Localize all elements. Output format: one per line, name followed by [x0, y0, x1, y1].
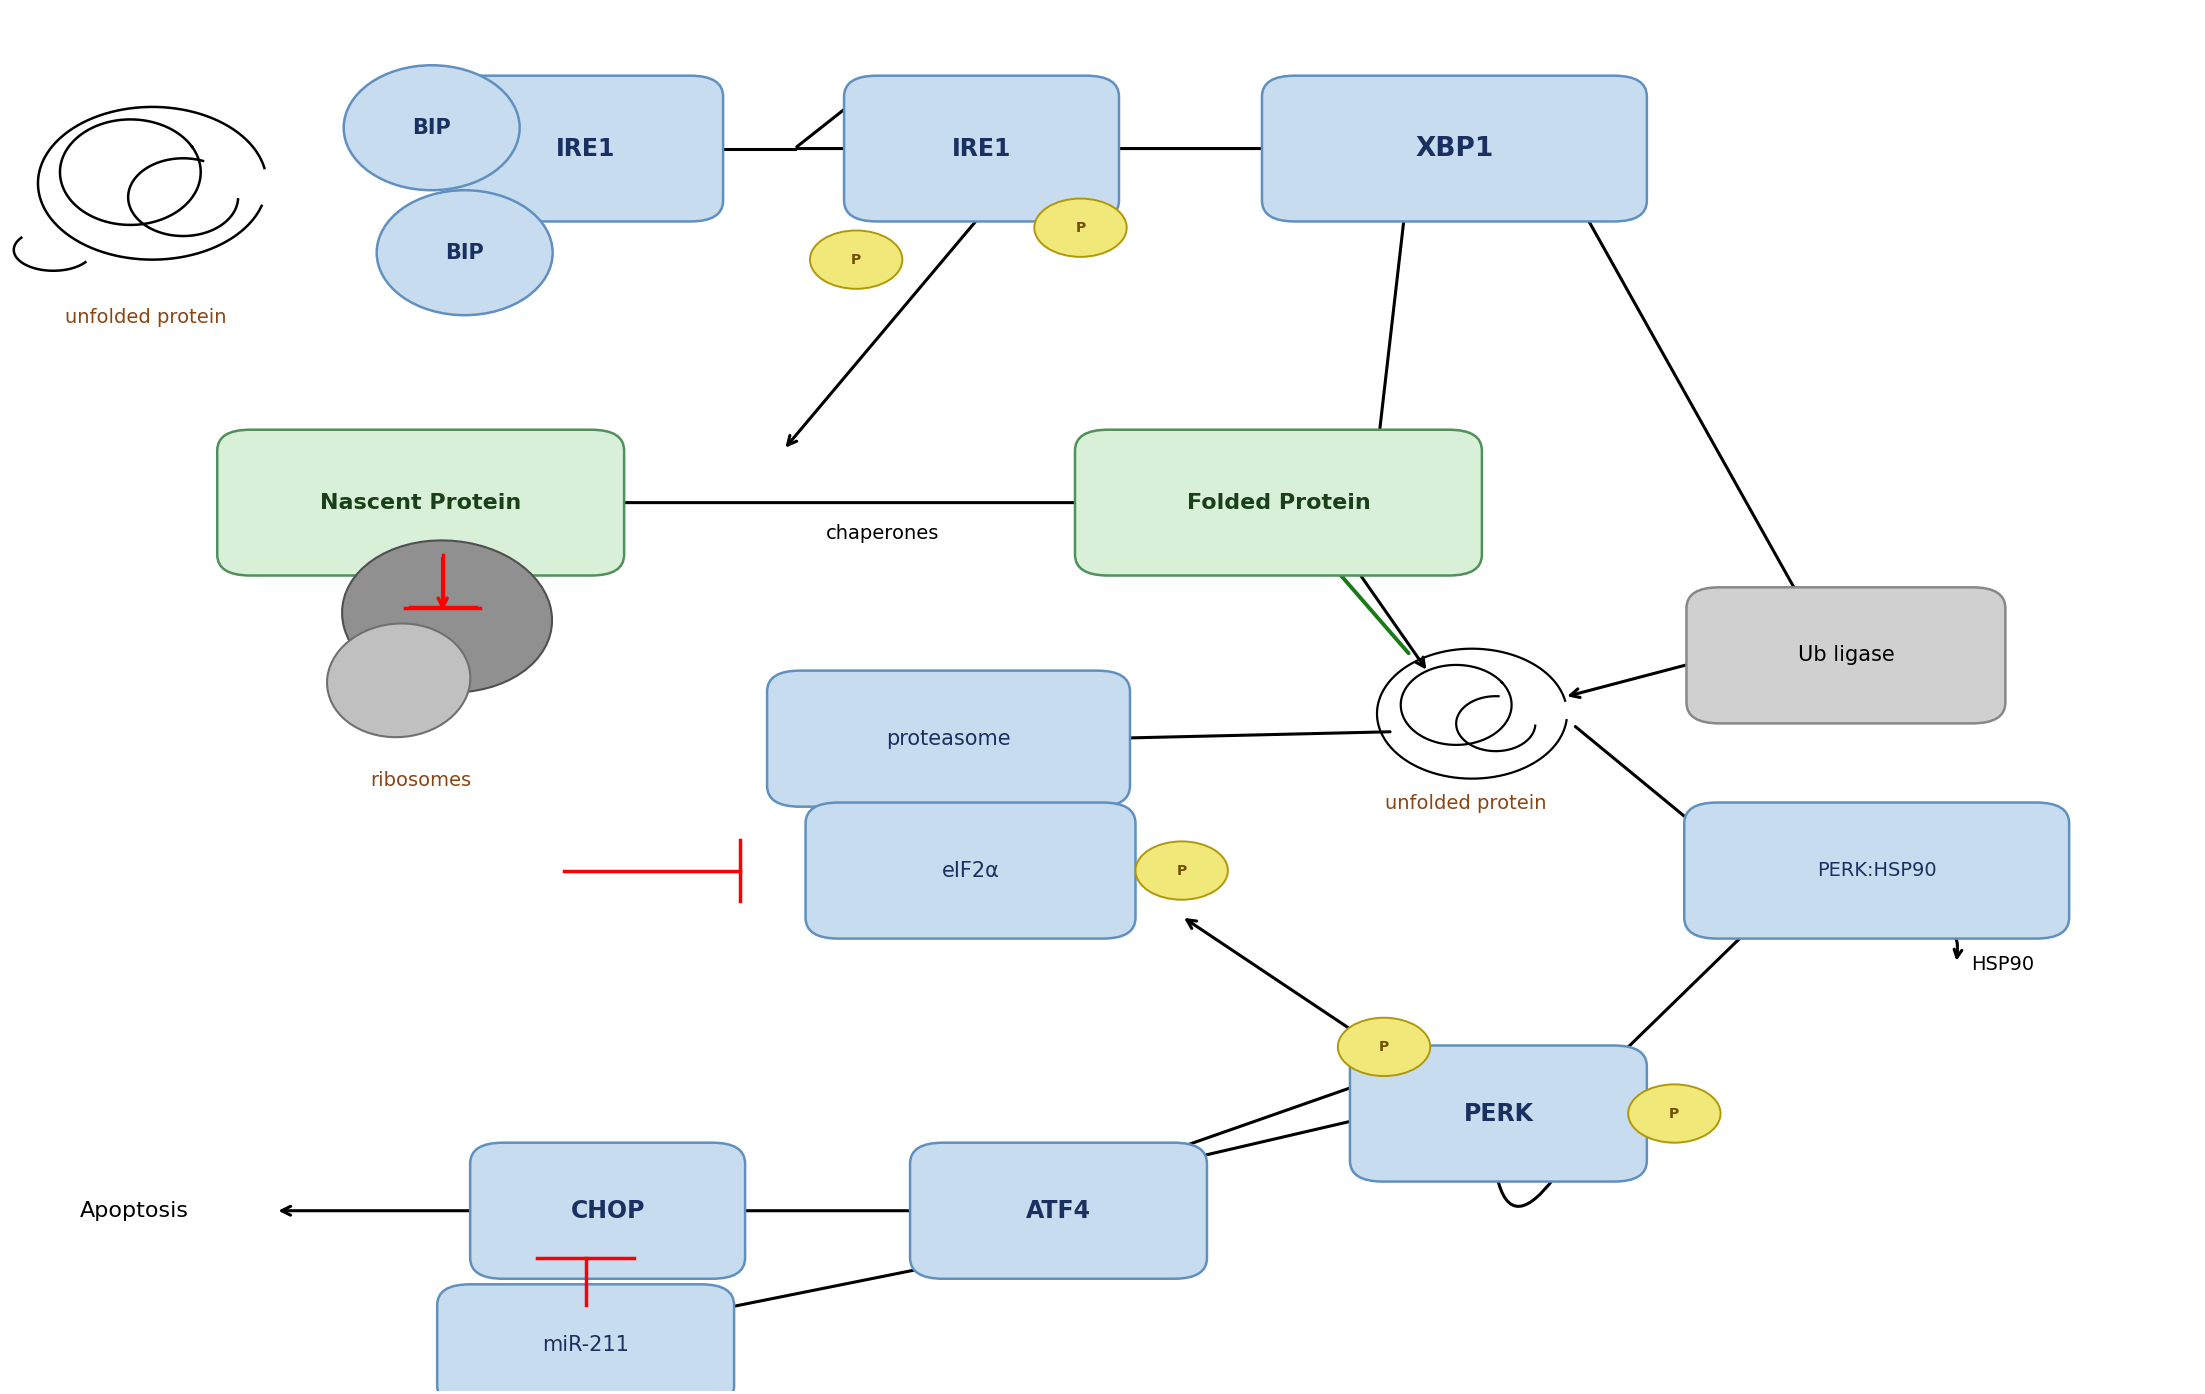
Ellipse shape — [326, 623, 470, 737]
Ellipse shape — [344, 66, 520, 190]
FancyBboxPatch shape — [1687, 587, 2004, 723]
FancyBboxPatch shape — [1349, 1046, 1647, 1182]
Text: BIP: BIP — [412, 117, 452, 138]
Text: unfolded protein: unfolded protein — [64, 308, 227, 328]
FancyBboxPatch shape — [448, 75, 723, 222]
Text: P: P — [1669, 1107, 1680, 1121]
Text: Apoptosis: Apoptosis — [79, 1200, 190, 1221]
Text: P: P — [1076, 220, 1085, 234]
FancyBboxPatch shape — [911, 1143, 1206, 1278]
Text: ATF4: ATF4 — [1025, 1199, 1091, 1223]
FancyBboxPatch shape — [1261, 75, 1647, 222]
Circle shape — [1034, 198, 1127, 256]
FancyBboxPatch shape — [470, 1143, 745, 1278]
Text: IRE1: IRE1 — [953, 137, 1012, 160]
Text: Ub ligase: Ub ligase — [1797, 645, 1894, 665]
Text: PERK:HSP90: PERK:HSP90 — [1817, 861, 1936, 880]
FancyBboxPatch shape — [845, 75, 1118, 222]
Text: P: P — [851, 252, 862, 266]
Text: IRE1: IRE1 — [556, 137, 615, 160]
Ellipse shape — [377, 190, 553, 315]
Text: BIP: BIP — [445, 243, 485, 262]
Text: CHOP: CHOP — [571, 1199, 644, 1223]
Circle shape — [1627, 1085, 1720, 1143]
Circle shape — [1136, 842, 1228, 899]
FancyBboxPatch shape — [805, 803, 1136, 938]
Text: eIF2α: eIF2α — [942, 860, 999, 881]
Text: P: P — [1378, 1040, 1389, 1054]
Circle shape — [809, 230, 902, 289]
Text: unfolded protein: unfolded protein — [1385, 795, 1546, 814]
FancyBboxPatch shape — [767, 671, 1129, 807]
Text: ribosomes: ribosomes — [370, 771, 472, 790]
Text: Folded Protein: Folded Protein — [1186, 492, 1369, 513]
FancyBboxPatch shape — [437, 1284, 734, 1394]
FancyBboxPatch shape — [218, 429, 624, 576]
Text: XBP1: XBP1 — [1416, 135, 1493, 162]
Text: HSP90: HSP90 — [1971, 955, 2035, 974]
Text: proteasome: proteasome — [886, 729, 1010, 749]
Text: P: P — [1177, 863, 1186, 878]
Text: Nascent Protein: Nascent Protein — [320, 492, 520, 513]
FancyBboxPatch shape — [1076, 429, 1482, 576]
Ellipse shape — [342, 541, 551, 693]
FancyBboxPatch shape — [1685, 803, 2068, 938]
Circle shape — [1338, 1018, 1431, 1076]
Text: PERK: PERK — [1464, 1101, 1532, 1125]
Text: miR-211: miR-211 — [542, 1335, 628, 1355]
Text: chaperones: chaperones — [827, 524, 939, 542]
